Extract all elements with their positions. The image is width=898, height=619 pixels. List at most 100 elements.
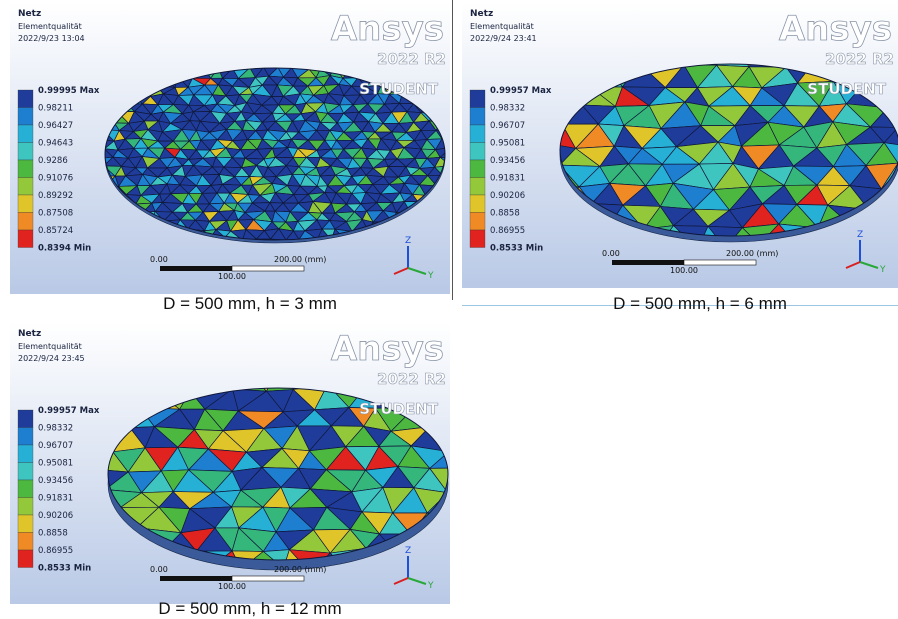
- scale-start: 0.00: [602, 249, 620, 258]
- axis-y-label: Y: [427, 581, 434, 591]
- legend-swatch: [18, 428, 33, 446]
- scale-end: 200.00 (mm): [274, 255, 326, 264]
- legend-label: 0.91076: [38, 174, 73, 184]
- legend-label: 0.89292: [38, 191, 73, 201]
- legend-label: 0.85724: [38, 226, 73, 236]
- legend-swatch: [18, 213, 33, 231]
- legend-swatch: [470, 143, 485, 161]
- view-subtitle: Elementqualität: [470, 22, 534, 31]
- legend-swatch: [470, 178, 485, 196]
- legend-swatch: [470, 230, 485, 248]
- legend-swatch: [18, 463, 33, 481]
- logo-edition: STUDENT: [807, 80, 886, 98]
- logo-version: 2022 R2: [377, 370, 446, 388]
- legend-label: 0.96707: [38, 441, 73, 451]
- legend-label: 0.91831: [490, 174, 525, 184]
- caption: D = 500 mm, h = 3 mm: [50, 294, 450, 314]
- axis-z-label: Z: [857, 230, 863, 240]
- legend-swatch: [18, 230, 33, 248]
- legend-label: 0.95081: [38, 459, 73, 469]
- logo-version: 2022 R2: [377, 50, 446, 68]
- legend-label: 0.8394 Min: [38, 244, 91, 254]
- legend-swatch: [18, 90, 33, 108]
- legend-label: 0.8858: [490, 209, 520, 219]
- legend-label: 0.86955: [490, 226, 525, 236]
- legend-swatch: [18, 498, 33, 516]
- legend-label: 0.8858: [38, 529, 68, 539]
- legend-swatch: [470, 108, 485, 126]
- legend-swatch: [18, 143, 33, 161]
- viewport: NetzElementqualität2022/9/24 23:45Ansys2…: [10, 322, 450, 604]
- legend-label: 0.90206: [490, 191, 525, 201]
- logo-edition: STUDENT: [359, 400, 438, 418]
- scale-bar-black: [612, 260, 684, 265]
- legend-swatch: [470, 213, 485, 231]
- scale-start: 0.00: [150, 565, 168, 574]
- legend-label: 0.93456: [38, 476, 73, 486]
- scale-start: 0.00: [150, 255, 168, 264]
- legend-label: 0.99957 Max: [38, 406, 100, 416]
- legend-label: 0.98211: [38, 104, 73, 114]
- legend-swatch: [18, 515, 33, 533]
- view-title: Netz: [18, 329, 41, 339]
- legend-label: 0.86955: [38, 546, 73, 556]
- scale-mid: 100.00: [218, 272, 246, 281]
- legend-label: 0.98332: [490, 104, 525, 114]
- view-title: Netz: [18, 9, 41, 19]
- legend-swatch: [470, 90, 485, 108]
- view-date: 2022/9/24 23:45: [18, 354, 85, 363]
- legend-label: 0.8533 Min: [38, 564, 91, 574]
- caption: D = 500 mm, h = 6 mm: [502, 294, 898, 314]
- logo-version: 2022 R2: [825, 50, 894, 68]
- legend-swatch: [470, 125, 485, 143]
- legend-swatch: [18, 125, 33, 143]
- axis-z-label: Z: [405, 546, 411, 556]
- legend-swatch: [18, 160, 33, 178]
- legend-swatch: [470, 160, 485, 178]
- legend-label: 0.99957 Max: [490, 86, 552, 96]
- legend-label: 0.8533 Min: [490, 244, 543, 254]
- legend-swatch: [470, 195, 485, 213]
- axis-y-label: Y: [427, 271, 434, 281]
- legend-label: 0.96427: [38, 121, 73, 131]
- scale-end: 200.00 (mm): [726, 249, 778, 258]
- scale-bar-black: [160, 266, 232, 271]
- legend-label: 0.94643: [38, 139, 73, 149]
- ansys-view: NetzElementqualität2022/9/24 23:41Ansys2…: [462, 2, 898, 292]
- legend-swatch: [18, 550, 33, 568]
- legend-swatch: [18, 195, 33, 213]
- axis-z-label: Z: [405, 236, 411, 246]
- logo: Ansys: [331, 9, 444, 49]
- legend-label: 0.95081: [490, 139, 525, 149]
- caption: D = 500 mm, h = 12 mm: [50, 599, 450, 619]
- legend-label: 0.93456: [490, 156, 525, 166]
- scale-bar-black: [160, 576, 232, 581]
- scale-mid: 100.00: [218, 582, 246, 591]
- scale-bar-white: [684, 260, 756, 265]
- legend-label: 0.96707: [490, 121, 525, 131]
- logo: Ansys: [331, 329, 444, 369]
- logo-edition: STUDENT: [359, 80, 438, 98]
- legend-label: 0.91831: [38, 494, 73, 504]
- legend-label: 0.90206: [38, 511, 73, 521]
- scale-end: 200.00 (mm): [274, 565, 326, 574]
- scale-mid: 100.00: [670, 266, 698, 275]
- legend-label: 0.87508: [38, 209, 73, 219]
- figure: (() => { const data = JSON.parse(documen…: [0, 0, 898, 619]
- logo: Ansys: [779, 9, 892, 49]
- scale-bar-white: [232, 576, 304, 581]
- legend-swatch: [18, 445, 33, 463]
- view-subtitle: Elementqualität: [18, 22, 82, 31]
- legend-label: 0.99995 Max: [38, 86, 100, 96]
- legend-swatch: [18, 410, 33, 428]
- separator: [452, 0, 453, 300]
- legend-swatch: [18, 108, 33, 126]
- scale-bar-white: [232, 266, 304, 271]
- view-date: 2022/9/24 23:41: [470, 34, 537, 43]
- legend-swatch: [18, 480, 33, 498]
- legend-swatch: [18, 178, 33, 196]
